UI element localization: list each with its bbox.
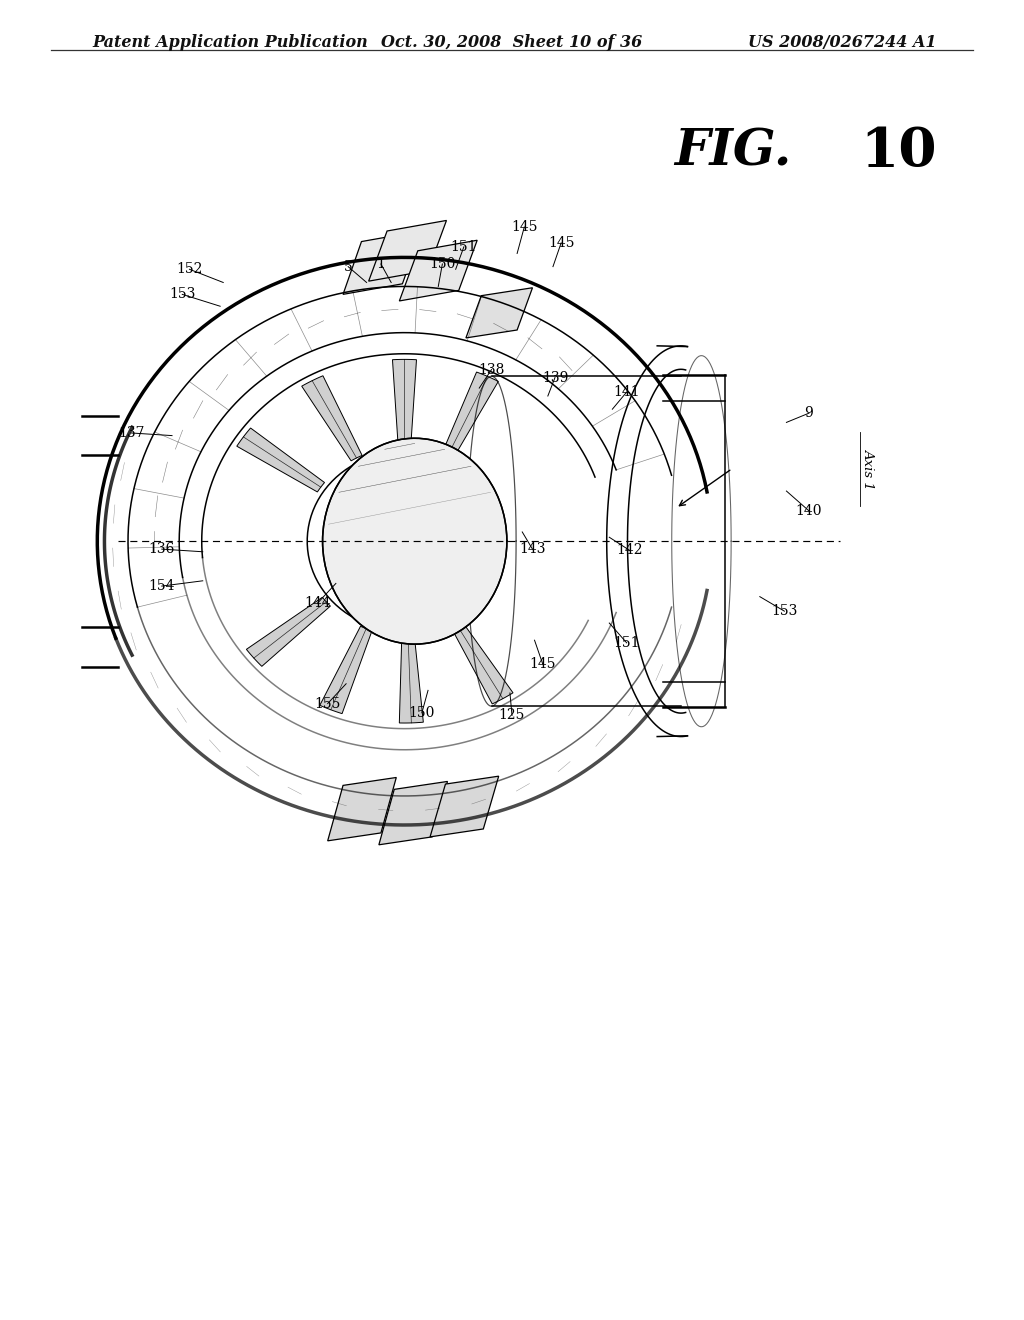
Text: 144: 144 [304,597,331,610]
Text: 138: 138 [478,363,505,376]
Polygon shape [399,240,477,301]
Polygon shape [369,220,446,281]
Text: 145: 145 [511,220,538,234]
Polygon shape [442,372,499,458]
Text: 137: 137 [118,426,144,440]
Polygon shape [392,359,417,447]
Polygon shape [379,781,447,845]
Text: 155: 155 [314,697,341,710]
Text: 141: 141 [613,385,640,399]
Text: Oct. 30, 2008  Sheet 10 of 36: Oct. 30, 2008 Sheet 10 of 36 [381,34,643,51]
Text: 140: 140 [796,504,822,517]
Text: 143: 143 [519,543,546,556]
Ellipse shape [323,438,507,644]
Polygon shape [237,428,325,492]
Text: 151: 151 [451,240,477,253]
Text: FIG.: FIG. [675,127,809,177]
Text: 142: 142 [616,544,643,557]
Polygon shape [319,626,372,714]
Text: 5: 5 [344,260,352,273]
Polygon shape [399,635,423,723]
Text: 151: 151 [613,636,640,649]
Text: 145: 145 [529,657,556,671]
Text: 139: 139 [542,371,568,384]
Polygon shape [328,777,396,841]
Text: 136: 136 [148,543,175,556]
Text: 1: 1 [377,257,385,271]
Text: 154: 154 [148,579,175,593]
Text: Axis 1: Axis 1 [862,449,874,488]
Polygon shape [343,231,421,294]
Text: 9: 9 [805,407,813,420]
Text: 150: 150 [409,706,435,719]
Text: 152: 152 [176,263,203,276]
Polygon shape [302,376,362,461]
Polygon shape [247,597,331,667]
Polygon shape [466,288,532,338]
Text: 153: 153 [169,288,196,301]
Text: US 2008/0267244 A1: US 2008/0267244 A1 [749,34,937,51]
Text: 125: 125 [499,709,525,722]
Text: Patent Application Publication: Patent Application Publication [92,34,368,51]
Text: 153: 153 [771,605,798,618]
Text: 10: 10 [860,125,937,178]
Polygon shape [430,776,499,837]
Text: 150: 150 [429,257,456,271]
Text: 145: 145 [548,236,574,249]
Polygon shape [451,620,513,704]
